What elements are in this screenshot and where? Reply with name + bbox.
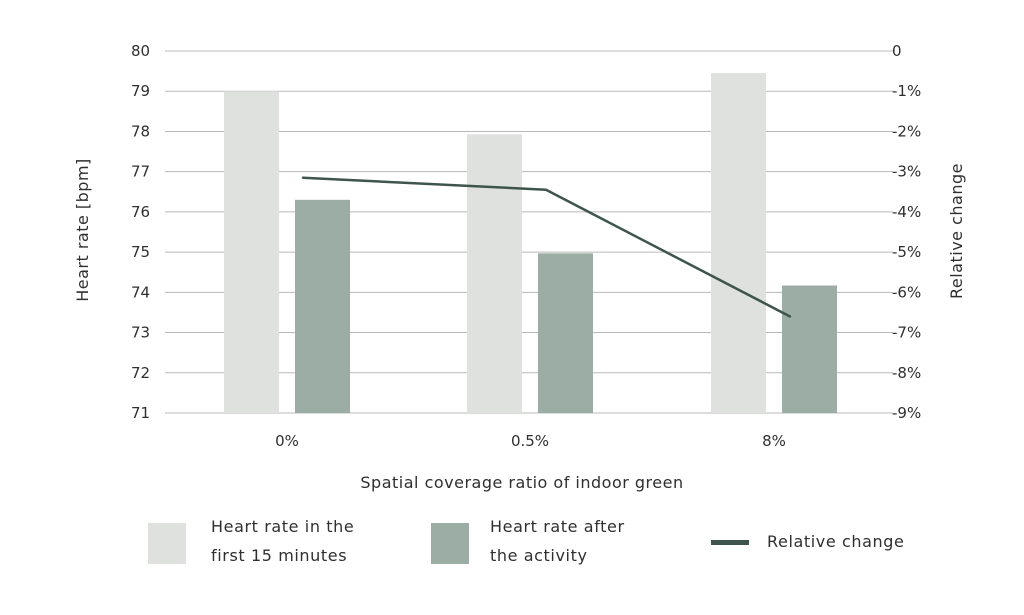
y-tick-label: 80 <box>131 42 150 60</box>
y-tick-label: 76 <box>131 203 150 221</box>
y2-tick-label: -6% <box>892 283 921 301</box>
legend-label-relative-change: Relative change <box>767 532 905 551</box>
legend-label-after-activity-line1: Heart rate after <box>490 517 625 536</box>
y-tick-label: 75 <box>131 243 150 261</box>
axes: 71 72 73 74 75 76 77 78 79 80 -9% -8% -7% -6% -5% -4% -3… <box>131 42 921 450</box>
x-axis-title: Spatial coverage ratio of indoor green <box>360 473 683 492</box>
legend-label-after-activity-line2: the activity <box>490 546 588 565</box>
bar <box>295 199 350 413</box>
y2-tick-label: -7% <box>892 324 921 342</box>
relative-change-point <box>544 188 548 191</box>
x-tick-label: 8% <box>762 432 786 450</box>
y-tick-label: 78 <box>131 122 150 140</box>
legend-swatch-relative-change <box>711 540 749 545</box>
y2-tick-label: -5% <box>892 243 921 261</box>
y2-tick-label: -9% <box>892 404 921 422</box>
bar <box>538 253 593 413</box>
y2-tick-label: -1% <box>892 82 921 100</box>
y-tick-label: 72 <box>131 364 150 382</box>
relative-change-point <box>301 176 305 179</box>
y2-tick-label: -3% <box>892 163 921 181</box>
y-tick-label: 71 <box>131 404 150 422</box>
y-axis-title: Heart rate [bpm] <box>73 158 92 302</box>
y2-tick-label: -2% <box>892 122 921 140</box>
y2-tick-label: -4% <box>892 203 921 221</box>
bars <box>224 73 837 413</box>
y-tick-label: 79 <box>131 82 150 100</box>
y-tick-label: 74 <box>131 283 150 301</box>
x-tick-label: 0% <box>275 432 299 450</box>
relative-change-line-layer <box>301 176 792 318</box>
legend-label-first-15-minutes-line2: first 15 minutes <box>211 546 347 565</box>
y-tick-label: 73 <box>131 324 150 342</box>
y2-tick-label: -8% <box>892 364 921 382</box>
y2-tick-label: 0 <box>892 42 902 60</box>
bar <box>224 91 279 413</box>
legend: Heart rate in the first 15 minutes Heart… <box>148 517 905 565</box>
y2-axis-title: Relative change <box>947 163 966 299</box>
gridlines <box>165 50 893 414</box>
bar <box>711 73 766 413</box>
legend-label-first-15-minutes-line1: Heart rate in the <box>211 517 354 536</box>
y-tick-label: 77 <box>131 163 150 181</box>
relative-change-point <box>788 315 792 318</box>
bar <box>782 285 837 413</box>
legend-swatch-first-15-minutes <box>148 523 186 564</box>
legend-swatch-after-activity <box>431 523 469 564</box>
x-tick-label: 0.5% <box>511 432 549 450</box>
bar <box>467 134 522 413</box>
